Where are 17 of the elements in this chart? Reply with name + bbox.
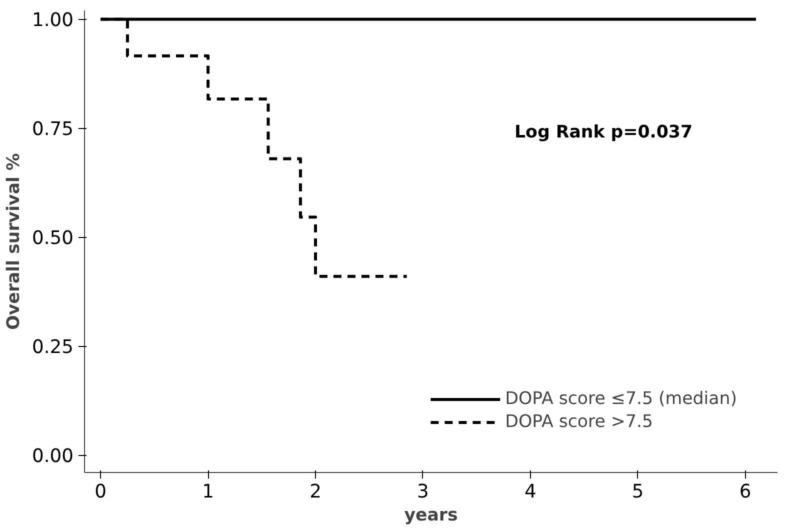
x-axis-title: years xyxy=(404,506,458,526)
x-tick-label: 6 xyxy=(739,482,752,502)
x-tick-label: 2 xyxy=(310,482,322,502)
x-tick-label: 4 xyxy=(524,482,536,502)
y-tick-label: 0.25 xyxy=(32,337,74,358)
legend-label: DOPA score ≤7.5 (median) xyxy=(505,389,737,409)
y-tick-label: 0.00 xyxy=(32,446,74,468)
annotation: Log Rank p=0.037 xyxy=(514,122,693,142)
legend-label: DOPA score >7.5 xyxy=(505,412,654,432)
y-axis-title: Overall survival % xyxy=(4,153,24,330)
y-tick-label: 0.50 xyxy=(32,228,74,250)
y-tick-label: 0.75 xyxy=(32,119,74,140)
x-tick-label: 5 xyxy=(632,482,644,502)
y-tick-label: 1.00 xyxy=(32,10,74,32)
x-tick-label: 3 xyxy=(417,482,429,502)
x-tick-label: 1 xyxy=(202,482,214,502)
x-tick-label: 0 xyxy=(94,482,107,502)
